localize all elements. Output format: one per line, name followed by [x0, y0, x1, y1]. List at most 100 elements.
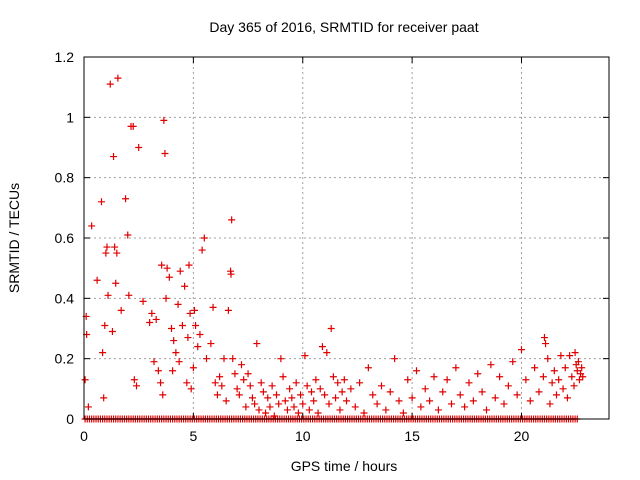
data-point — [146, 318, 154, 326]
chart-title: Day 365 of 2016, SRMTID for receiver paa… — [209, 19, 478, 35]
data-point — [133, 382, 140, 390]
data-point — [257, 379, 265, 387]
data-point — [573, 367, 581, 375]
data-point — [106, 80, 114, 88]
data-point — [286, 385, 294, 393]
data-point — [496, 373, 504, 381]
data-point — [200, 234, 208, 242]
data-point — [578, 364, 586, 372]
data-point — [154, 367, 162, 375]
gridlines — [84, 57, 609, 419]
data-point — [103, 243, 111, 251]
data-points — [81, 74, 587, 423]
y-tick-label: 0 — [66, 411, 74, 427]
data-point — [413, 367, 420, 375]
data-point — [172, 349, 180, 357]
data-point — [101, 321, 109, 329]
data-point — [183, 379, 191, 387]
y-axis-label: SRMTID / TECUs — [6, 183, 22, 293]
data-point — [233, 385, 241, 393]
data-point — [170, 337, 178, 345]
data-point — [542, 340, 550, 348]
data-point — [108, 328, 116, 336]
data-point — [550, 367, 558, 375]
data-point — [338, 388, 346, 396]
data-point — [399, 409, 407, 417]
data-point — [222, 397, 230, 405]
data-point — [273, 391, 280, 399]
data-point — [98, 198, 105, 206]
data-point — [227, 270, 235, 278]
data-point — [434, 406, 442, 414]
data-point — [568, 373, 576, 381]
data-point — [504, 382, 512, 390]
data-point — [430, 373, 438, 381]
data-point — [570, 382, 578, 390]
data-point — [251, 400, 259, 408]
data-point — [190, 306, 198, 314]
data-point — [152, 315, 160, 323]
data-point — [275, 400, 283, 408]
data-point — [185, 261, 193, 269]
data-point — [253, 340, 261, 348]
data-point — [318, 343, 326, 351]
data-point — [303, 382, 311, 390]
data-point — [148, 309, 156, 317]
data-point — [408, 394, 416, 402]
data-point — [174, 300, 182, 308]
data-point — [228, 216, 236, 224]
data-point — [561, 364, 569, 372]
data-point — [448, 400, 455, 408]
x-tick-label: 0 — [80, 428, 88, 444]
data-point — [395, 397, 403, 405]
data-point — [369, 391, 377, 399]
y-tick-labels: 0 0.2 0.4 0.6 0.8 1 1.2 — [55, 49, 75, 427]
data-point — [426, 397, 434, 405]
data-point — [99, 349, 107, 357]
data-point — [244, 370, 252, 378]
data-point — [150, 358, 158, 366]
x-tick-label: 10 — [295, 428, 311, 444]
data-point — [334, 379, 342, 387]
data-point — [314, 409, 322, 417]
data-point — [469, 397, 477, 405]
data-point — [478, 388, 486, 396]
data-point — [211, 379, 219, 387]
y-tick-label: 1 — [66, 109, 74, 125]
data-point — [161, 150, 169, 158]
data-point — [574, 358, 582, 366]
data-point — [544, 355, 552, 363]
data-point — [513, 391, 521, 399]
data-point — [112, 279, 120, 287]
data-point — [255, 406, 263, 414]
data-point — [356, 379, 364, 387]
data-point — [198, 246, 206, 254]
data-point — [308, 388, 315, 396]
data-point — [483, 406, 490, 414]
data-point — [360, 409, 368, 417]
data-point — [465, 379, 473, 387]
data-point — [382, 406, 390, 414]
data-point — [299, 400, 307, 408]
data-point — [242, 403, 250, 411]
data-point — [312, 376, 320, 384]
x-tick-labels: 0 5 10 15 20 — [80, 428, 529, 444]
data-point — [301, 352, 309, 360]
data-point — [474, 370, 482, 378]
x-tick-label: 15 — [404, 428, 420, 444]
data-point — [540, 334, 548, 342]
plot-frame — [83, 56, 610, 420]
data-point — [135, 144, 143, 151]
data-point — [347, 385, 355, 393]
data-point — [321, 391, 329, 399]
data-point — [290, 403, 298, 411]
data-point — [157, 379, 165, 387]
data-point — [124, 231, 132, 239]
data-point — [169, 367, 177, 375]
data-point — [81, 376, 89, 384]
data-point — [117, 306, 125, 314]
data-point — [294, 409, 302, 417]
y-tick-label: 0.2 — [55, 351, 75, 367]
data-point — [323, 349, 331, 357]
